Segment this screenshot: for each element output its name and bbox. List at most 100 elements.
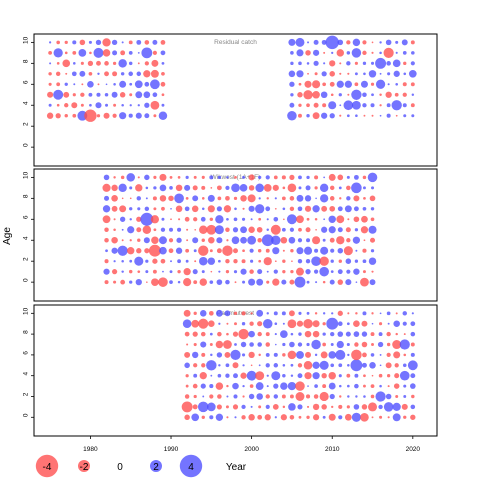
bubble-positive (306, 62, 310, 65)
bubble-negative (194, 228, 197, 231)
bubble-positive (323, 176, 326, 179)
bubble-negative (298, 82, 302, 86)
bubble-negative (395, 114, 398, 117)
bubble-negative (287, 319, 297, 329)
bubble-positive (281, 311, 286, 316)
bubble-negative (346, 238, 351, 243)
bubble-negative (319, 256, 329, 266)
bubble-positive (266, 374, 269, 377)
bubble-positive (97, 72, 100, 75)
bubble-negative (113, 176, 116, 179)
bubble-negative (289, 174, 295, 180)
bubble-negative (303, 361, 313, 370)
bubble-positive (136, 196, 141, 201)
bubble-positive (266, 270, 269, 273)
bubble-negative (111, 236, 118, 244)
bubble-positive (282, 364, 286, 367)
bubble-negative (339, 62, 342, 65)
bubble-negative (363, 384, 366, 388)
bubble-positive (176, 237, 182, 243)
bubble-negative (282, 405, 286, 409)
bubble-negative (119, 92, 126, 98)
bubble-positive (337, 247, 344, 254)
bubble-positive (353, 174, 359, 180)
bubble-negative (224, 351, 231, 358)
bubble-positive (290, 61, 294, 66)
bubble-negative (248, 174, 255, 181)
bubble-positive (200, 341, 207, 348)
bubble-positive (193, 373, 198, 378)
bubble-negative (113, 280, 117, 284)
bubble-positive (129, 259, 133, 263)
bubble-positive (242, 280, 246, 284)
bubble-positive (379, 114, 382, 117)
bubble-negative (104, 61, 109, 66)
bubble-positive (280, 330, 288, 338)
bubble-negative (360, 277, 369, 287)
bubble-negative (378, 373, 383, 378)
bubble-positive (368, 70, 377, 78)
bubble-negative (209, 343, 213, 346)
bubble-negative (48, 82, 52, 86)
bubble-positive (209, 415, 214, 420)
bubble-negative (193, 342, 197, 347)
bubble-negative (290, 249, 294, 253)
bubble-positive (368, 225, 377, 234)
bubble-negative (379, 322, 383, 326)
bubble-negative (226, 239, 229, 242)
bubble-positive (330, 343, 334, 346)
bubble-positive (113, 83, 116, 86)
bubble-positive (370, 61, 375, 65)
bubble-positive (289, 227, 295, 232)
bubble-negative (337, 310, 343, 316)
bubble-negative (199, 278, 207, 286)
bubble-positive (271, 371, 281, 381)
bubble-negative (395, 312, 398, 315)
bubble-positive (344, 80, 352, 88)
bubble-positive (170, 207, 172, 210)
bubble-negative (343, 246, 353, 256)
bubble-negative (265, 342, 270, 347)
bubble-negative (303, 90, 313, 100)
bubble-negative (266, 197, 269, 200)
bubble-positive (111, 39, 118, 46)
bubble-positive (184, 184, 191, 191)
bubble-negative (394, 92, 399, 97)
bubble-negative (338, 404, 343, 409)
bubble-positive (322, 332, 326, 336)
bubble-positive (121, 259, 124, 263)
bubble-positive (233, 373, 238, 379)
bubble-positive (255, 183, 264, 193)
x-tick-label: 2010 (325, 446, 340, 453)
bubble-positive (288, 403, 296, 411)
bubble-positive (135, 112, 142, 119)
bubble-negative (72, 93, 76, 97)
bubble-negative (371, 51, 374, 54)
bubble-negative (55, 113, 61, 119)
panel-frame-3 (33, 304, 438, 437)
bubble-positive (339, 384, 342, 388)
bubble-positive (265, 175, 270, 180)
bubble-positive (368, 257, 377, 265)
bubble-negative (216, 404, 222, 410)
bubble-positive (145, 270, 149, 274)
bubble-positive (338, 374, 342, 378)
bubble-negative (160, 81, 166, 87)
bubble-negative (304, 330, 312, 338)
bubble-negative (234, 322, 237, 326)
bubble-positive (353, 206, 359, 212)
bubble-positive (329, 113, 335, 119)
bubble-negative (161, 71, 165, 76)
bubble-positive (209, 332, 213, 336)
bubble-negative (402, 92, 407, 97)
bubble-positive (378, 332, 383, 337)
bubble-positive (337, 227, 343, 233)
bubble-positive (387, 322, 390, 325)
bubble-positive (328, 215, 336, 224)
bubble-positive (346, 196, 351, 201)
bubble-negative (208, 236, 215, 244)
bubble-positive (280, 382, 288, 390)
bubble-negative (226, 332, 229, 336)
bubble-negative (303, 318, 313, 329)
